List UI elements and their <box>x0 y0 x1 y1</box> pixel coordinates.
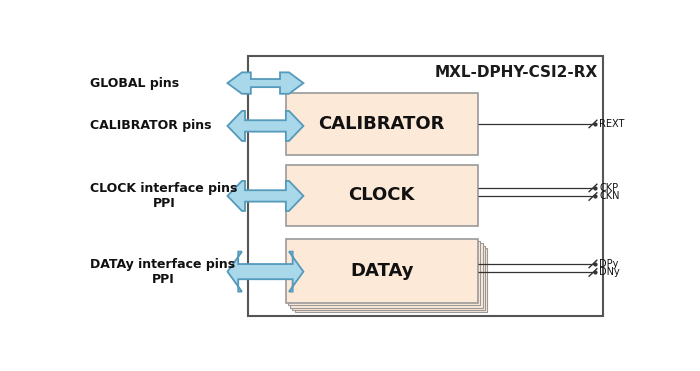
Text: DATAy interface pins
PPI: DATAy interface pins PPI <box>90 257 235 286</box>
Text: REXT: REXT <box>599 119 624 129</box>
Bar <box>286 164 478 226</box>
Text: DNy: DNy <box>599 267 620 278</box>
Text: CKN: CKN <box>599 191 620 201</box>
Text: CALIBRATOR pins: CALIBRATOR pins <box>90 119 211 132</box>
Text: GLOBAL pins: GLOBAL pins <box>90 76 179 89</box>
Bar <box>286 93 478 154</box>
Text: CLOCK interface pins
PPI: CLOCK interface pins PPI <box>90 182 237 210</box>
Text: DATAy: DATAy <box>350 262 414 280</box>
Text: DPy: DPy <box>599 259 619 269</box>
Text: MXL-DPHY-CSI2-RX: MXL-DPHY-CSI2-RX <box>434 65 598 79</box>
Polygon shape <box>228 252 303 292</box>
Bar <box>293 246 485 310</box>
Bar <box>295 248 487 312</box>
Bar <box>248 56 603 316</box>
Text: CLOCK: CLOCK <box>349 186 415 204</box>
Polygon shape <box>228 181 303 211</box>
Bar <box>290 243 483 308</box>
Text: CKP: CKP <box>599 183 618 193</box>
Bar <box>286 239 478 303</box>
Text: CALIBRATOR: CALIBRATOR <box>318 115 445 133</box>
Polygon shape <box>228 111 303 141</box>
Polygon shape <box>228 72 303 94</box>
Bar <box>288 241 480 305</box>
